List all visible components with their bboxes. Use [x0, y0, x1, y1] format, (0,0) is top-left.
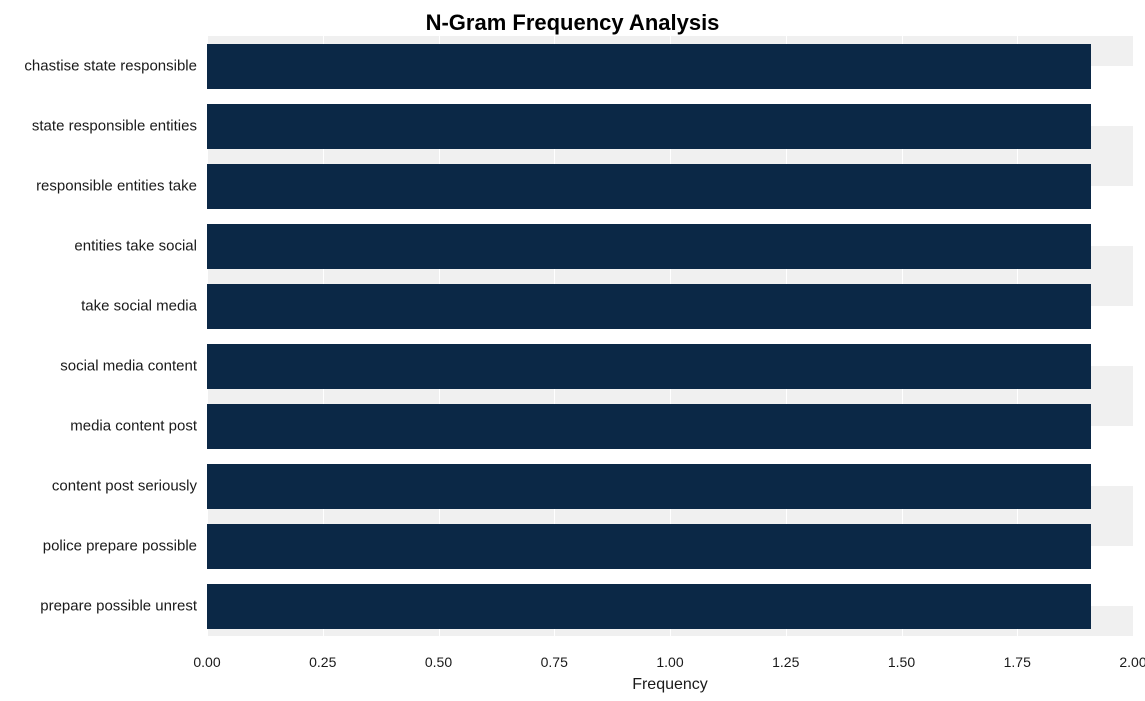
y-category-label: police prepare possible: [0, 539, 197, 554]
y-category-label: responsible entities take: [0, 179, 197, 194]
y-category-label: entities take social: [0, 239, 197, 254]
x-tick-label: 0.25: [309, 654, 336, 670]
x-tick-label: 1.50: [888, 654, 915, 670]
bar: [207, 104, 1091, 149]
bar: [207, 164, 1091, 209]
bar: [207, 584, 1091, 629]
bar: [207, 464, 1091, 509]
x-tick-label: 1.75: [1004, 654, 1031, 670]
bar: [207, 344, 1091, 389]
y-category-label: prepare possible unrest: [0, 599, 197, 614]
x-axis-label: Frequency: [632, 676, 708, 694]
grid-vline: [1133, 36, 1134, 636]
x-tick-label: 0.50: [425, 654, 452, 670]
y-category-label: social media content: [0, 359, 197, 374]
y-category-label: chastise state responsible: [0, 59, 197, 74]
bar: [207, 404, 1091, 449]
bar: [207, 524, 1091, 569]
plot-area: [207, 36, 1133, 636]
chart-title: N-Gram Frequency Analysis: [0, 10, 1145, 36]
x-tick-label: 2.00: [1119, 654, 1145, 670]
y-category-label: state responsible entities: [0, 119, 197, 134]
x-tick-label: 1.00: [656, 654, 683, 670]
x-tick-label: 1.25: [772, 654, 799, 670]
x-tick-label: 0.00: [193, 654, 220, 670]
bar: [207, 44, 1091, 89]
bar: [207, 224, 1091, 269]
y-category-label: content post seriously: [0, 479, 197, 494]
y-category-label: take social media: [0, 299, 197, 314]
y-category-label: media content post: [0, 419, 197, 434]
x-tick-label: 0.75: [541, 654, 568, 670]
bar: [207, 284, 1091, 329]
